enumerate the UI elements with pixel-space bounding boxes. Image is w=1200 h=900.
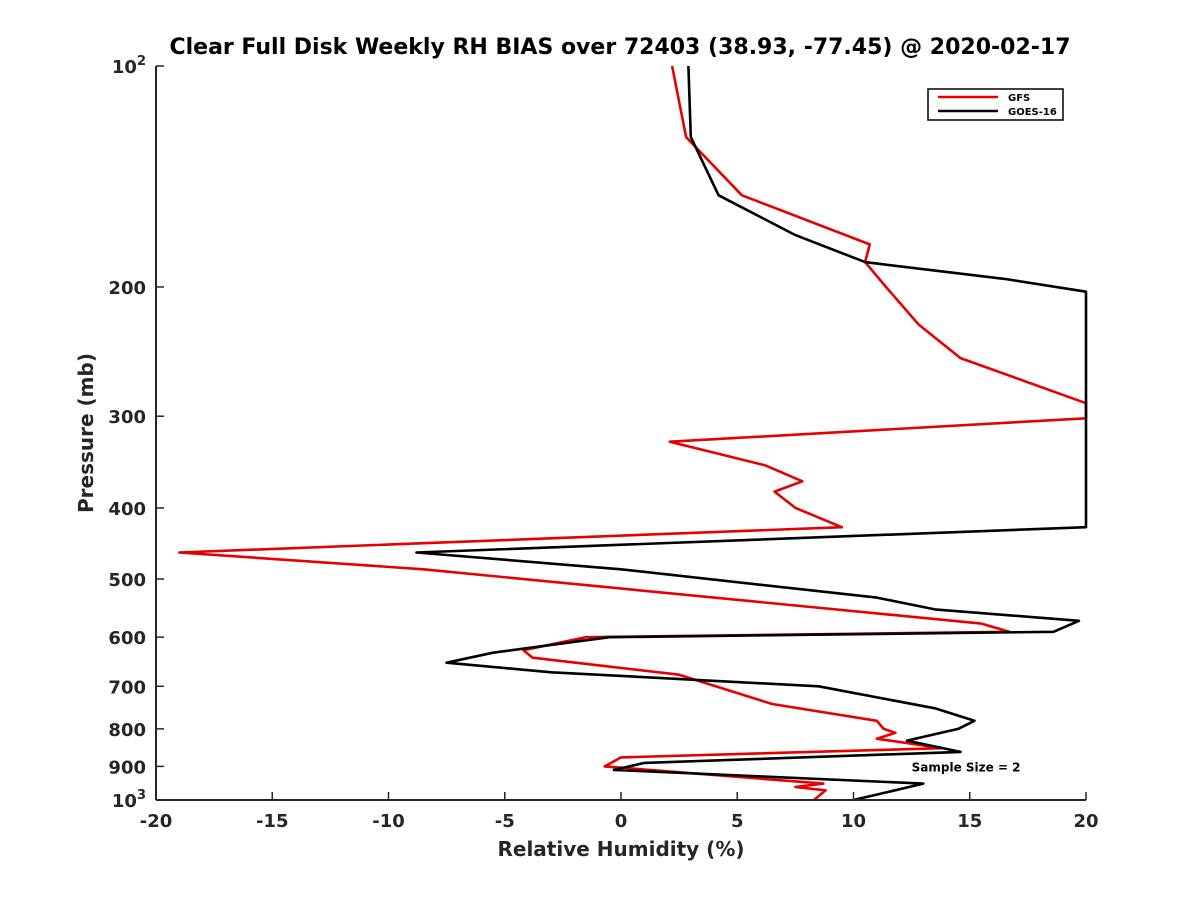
- legend-box: [927, 88, 1064, 121]
- x-tick-label: 5: [731, 811, 744, 832]
- y-tick-label: 400: [108, 499, 146, 520]
- series-line-gfs: [178, 65, 1088, 801]
- x-tick-label: 0: [615, 811, 628, 832]
- y-axis-label: Pressure (mb): [74, 353, 98, 513]
- legend-label-gfs: GFS: [1008, 93, 1030, 104]
- y-tick-label: 103: [112, 788, 146, 812]
- y-tick-label: 300: [108, 407, 146, 428]
- chart-legend: GFS GOES-16: [927, 88, 1064, 121]
- x-tick-label: -20: [140, 811, 173, 832]
- x-tick-label: -10: [372, 811, 405, 832]
- x-tick-label: 10: [841, 811, 866, 832]
- y-tick-label: 500: [108, 570, 146, 591]
- x-tick-label: -15: [256, 811, 289, 832]
- y-tick-label: 200: [108, 278, 146, 299]
- x-tick-label: 15: [957, 811, 982, 832]
- y-tick-label: 800: [108, 720, 146, 741]
- y-tick-label: 102: [112, 54, 146, 78]
- y-axis-ticks: 102 200 300 400 500 600 700 800 900 103: [108, 54, 164, 812]
- chart-title: Clear Full Disk Weekly RH BIAS over 7240…: [169, 35, 1070, 60]
- x-tick-label: 20: [1073, 811, 1098, 832]
- x-axis-ticks: -20 -15 -10 -5 0 5 10 15 20: [140, 792, 1099, 832]
- sample-size-annotation: Sample Size = 2: [912, 760, 1021, 774]
- y-tick-label: 700: [108, 677, 146, 698]
- series-line-goes-16: [415, 65, 1088, 802]
- y-tick-label: 900: [108, 757, 146, 778]
- legend-label-goes-16: GOES-16: [1008, 107, 1057, 118]
- x-tick-label: -5: [495, 811, 515, 832]
- x-axis-label: Relative Humidity (%): [497, 837, 744, 861]
- series-layer: [178, 65, 1088, 802]
- y-tick-label: 600: [108, 628, 146, 649]
